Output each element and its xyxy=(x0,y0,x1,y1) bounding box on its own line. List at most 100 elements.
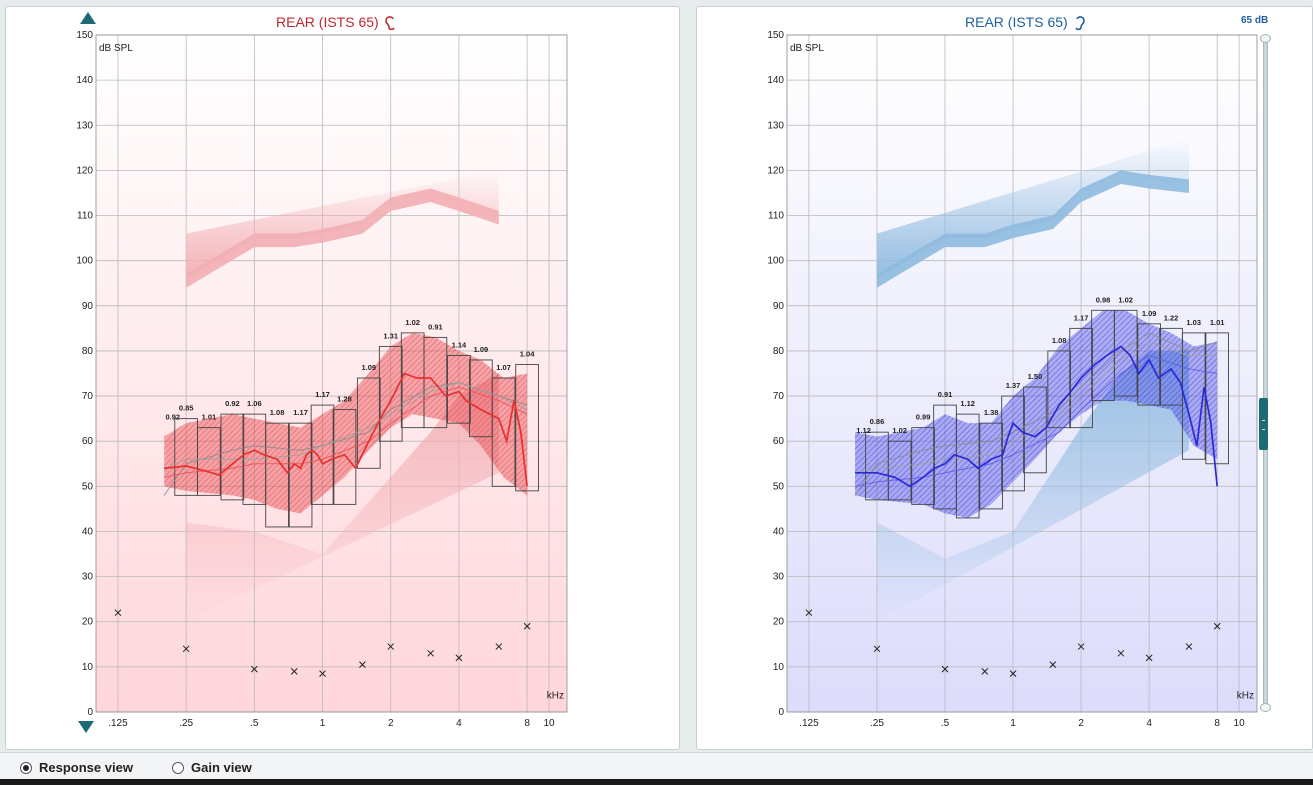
band-box xyxy=(1023,386,1047,474)
threshold-shade xyxy=(186,373,499,622)
threshold-marker xyxy=(873,645,881,653)
x-tick-label: 8 xyxy=(524,718,530,729)
y-tick-label: 120 xyxy=(767,165,784,176)
target-curve xyxy=(164,382,528,469)
threshold-marker xyxy=(1049,661,1057,668)
band-box xyxy=(356,377,381,469)
band-ratio-label: 1.17 xyxy=(1074,313,1089,322)
band-ratio-label: 1.07 xyxy=(496,363,511,372)
plot-frame xyxy=(95,34,568,713)
ucl-shade xyxy=(876,138,1189,279)
right-chart-title: REAR (ISTS 65) xyxy=(965,14,1085,31)
radio-selected-icon xyxy=(20,761,32,774)
y-tick-label: 130 xyxy=(767,120,784,131)
y-tick-label: 150 xyxy=(767,30,784,41)
band-ratio-label: 0.98 xyxy=(1096,295,1111,304)
y-tick-label: 50 xyxy=(773,481,785,492)
band-ratio-label: 1.38 xyxy=(984,408,999,417)
response-view-label: Response view xyxy=(39,760,133,775)
band-ratio-label: 1.12 xyxy=(960,399,975,408)
y-tick-label: 0 xyxy=(87,707,93,718)
y-tick-label: 80 xyxy=(82,346,94,357)
left-title-text: REAR (ISTS 65) xyxy=(276,14,379,30)
band-ratio-label: 1.50 xyxy=(1028,372,1043,381)
threshold-marker xyxy=(387,643,395,650)
y-tick-label: 60 xyxy=(773,436,785,447)
ucl-band xyxy=(876,170,1189,288)
band-box xyxy=(1047,350,1071,429)
band-box xyxy=(220,413,245,501)
band-ratio-label: 0.91 xyxy=(938,390,953,399)
x-tick-label: 4 xyxy=(456,718,462,729)
level-slider-thumb[interactable] xyxy=(1259,398,1268,450)
y-tick-label: 20 xyxy=(82,617,94,628)
threshold-shade xyxy=(876,350,1189,622)
x-tick-label: 10 xyxy=(1234,718,1246,729)
x-tick-label: .125 xyxy=(108,718,128,729)
band-ratio-label: 1.12 xyxy=(856,426,871,435)
y-tick-label: 40 xyxy=(82,526,94,537)
threshold-marker xyxy=(319,670,326,677)
scroll-up-arrow-icon[interactable] xyxy=(80,12,96,24)
y-tick-label: 20 xyxy=(773,617,785,628)
x-tick-label: 10 xyxy=(544,718,556,729)
radio-unselected-icon xyxy=(172,761,184,774)
band-ratio-label: 1.09 xyxy=(474,345,489,354)
x-tick-label: .25 xyxy=(870,718,884,729)
band-ratio-label: 1.17 xyxy=(315,390,330,399)
y-tick-label: 70 xyxy=(773,391,785,402)
right-rear-chart: 0102030405060708090100110120130140150.12… xyxy=(767,30,1258,729)
y-tick-label: 90 xyxy=(82,301,94,312)
threshold-marker xyxy=(1213,622,1221,630)
target-curve xyxy=(854,332,1218,496)
x-tick-label: .5 xyxy=(250,718,259,729)
band-ratio-label: 0.85 xyxy=(179,404,194,413)
gain-view-radio[interactable]: Gain view xyxy=(172,760,252,775)
band-box xyxy=(1069,327,1093,429)
y-tick-label: 110 xyxy=(768,211,784,222)
right-ear-panel: REAR (ISTS 65) 0 10 20 30 40 50 60 70 80 90 100 110… xyxy=(696,6,1313,750)
band-box xyxy=(332,409,357,505)
y-tick-label: 80 xyxy=(773,346,785,357)
response-view-radio[interactable]: Response view xyxy=(20,760,133,775)
y-tick-label: 140 xyxy=(767,75,784,86)
speech-range-band xyxy=(855,310,1218,518)
threshold-marker xyxy=(182,645,190,653)
x-tick-label: .25 xyxy=(179,718,193,729)
scroll-down-arrow-icon[interactable] xyxy=(78,721,94,733)
right-ear-icon xyxy=(1074,15,1085,30)
band-ratio-label: 1.03 xyxy=(1186,318,1201,327)
band-ratio-label: 1.31 xyxy=(383,331,398,340)
threshold-marker xyxy=(1185,643,1193,650)
band-ratio-label: 1.09 xyxy=(361,363,376,372)
threshold-marker xyxy=(1145,654,1153,662)
y-tick-label: 90 xyxy=(773,301,785,312)
view-selector-bar: Response view Gain view xyxy=(0,752,1313,779)
threshold-marker xyxy=(427,649,434,657)
band-ratio-label: 1.04 xyxy=(520,349,535,358)
x-tick-label: 4 xyxy=(1146,718,1152,729)
x-tick-label: 1 xyxy=(320,718,326,729)
y-tick-label: 30 xyxy=(82,572,94,583)
band-box xyxy=(1137,323,1161,406)
band-ratio-label: 0.99 xyxy=(916,413,931,422)
band-ratio-label: 1.37 xyxy=(1006,381,1021,390)
left-chart-title: REAR (ISTS 65) xyxy=(276,14,396,31)
y-tick-label: 60 xyxy=(82,436,94,447)
slider-bottom-knob xyxy=(1260,703,1271,712)
band-ratio-label: 1.02 xyxy=(892,426,907,435)
band-ratio-label: 1.08 xyxy=(1052,336,1067,345)
level-slider-track[interactable] xyxy=(1263,38,1268,710)
ucl-shade xyxy=(186,170,499,279)
band-ratio-label: 1.06 xyxy=(247,399,262,408)
x-axis-label: kHz xyxy=(1237,690,1254,701)
left-rear-chart: 0102030405060708090100110120130140150.12… xyxy=(76,30,568,729)
right-title-text: REAR (ISTS 65) xyxy=(965,14,1068,30)
measured-response-line xyxy=(855,345,1219,488)
band-box xyxy=(288,422,313,528)
band-box xyxy=(911,427,935,505)
measured-response-line xyxy=(164,372,528,487)
band-box xyxy=(378,345,403,442)
band-box xyxy=(515,364,539,492)
target-curve xyxy=(854,341,1218,474)
